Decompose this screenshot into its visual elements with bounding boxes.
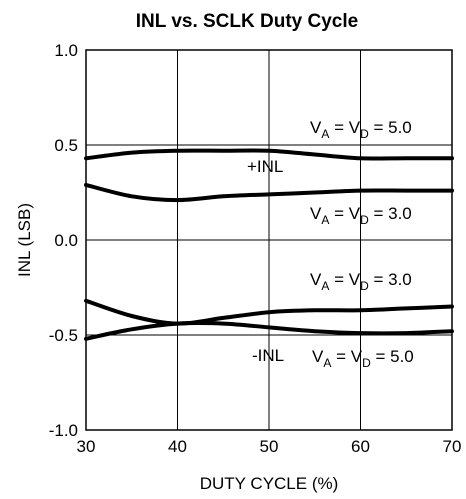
y-tick-label: -0.5 [49,326,78,345]
annotation-minus-inl: -INL [252,346,284,365]
annotation-va-vd-5v-lower: VA = VD = 5.0 [312,347,414,370]
x-tick-label: 60 [351,437,370,456]
annotation-va-vd-5v-upper: VA = VD = 5.0 [310,118,412,141]
annotation-va-vd-3v-upper: VA = VD = 3.0 [310,204,412,227]
x-axis-label: DUTY CYCLE (%) [200,474,339,493]
x-tick-label: 50 [260,437,279,456]
series-line-3 [84,298,454,326]
y-tick-label: 0.0 [54,231,78,250]
y-tick-labels: 1.0 0.5 0.0 -0.5 -1.0 [49,41,78,440]
series-layer [84,148,454,341]
series-line-2 [84,182,454,203]
grid [86,50,452,430]
series-line-4 [84,321,454,341]
plot-frame [85,49,453,431]
x-tick-label: 40 [168,437,187,456]
chart-title: INL vs. SCLK Duty Cycle [136,11,358,32]
y-tick-label: 0.5 [54,136,78,155]
x-tick-label: 30 [77,437,96,456]
y-tick-label: 1.0 [54,41,78,60]
y-axis-label: INL (LSB) [15,203,34,277]
y-tick-label: -1.0 [49,421,78,440]
x-tick-labels: 30 40 50 60 70 [77,437,462,456]
annotation-plus-inl: +INL [247,157,283,176]
x-tick-label: 70 [443,437,462,456]
annotation-va-vd-3v-lower: VA = VD = 3.0 [310,270,412,293]
series-line-1 [84,148,454,161]
